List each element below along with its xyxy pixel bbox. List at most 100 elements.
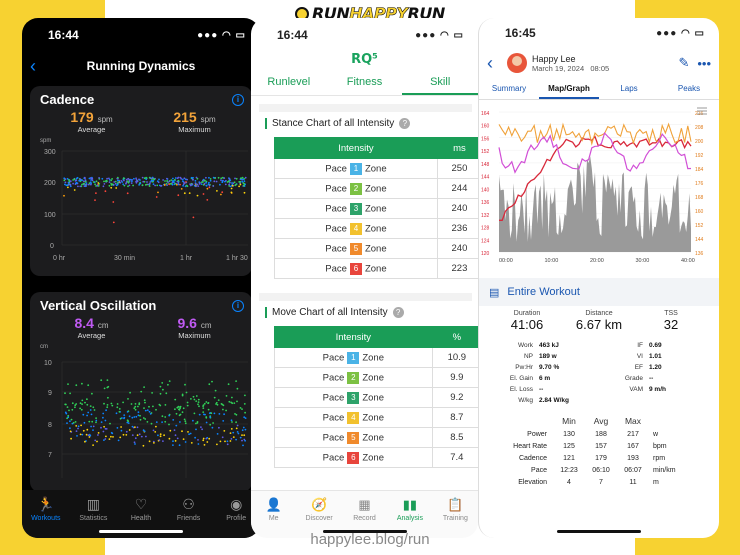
graph-right-tick: 152 [695, 223, 704, 229]
back-chevron-icon[interactable]: ‹ [30, 55, 36, 76]
vo-dot [128, 415, 131, 418]
vo-dot [97, 432, 100, 434]
tab-health[interactable]: ♡ Health [117, 496, 165, 538]
help-icon[interactable]: ? [392, 307, 404, 318]
vo-dot [179, 405, 182, 408]
tab-me[interactable]: 👤 Me [251, 497, 296, 538]
vo-dot [94, 439, 97, 442]
cadence-dot [131, 179, 133, 181]
vo-dot [110, 431, 113, 434]
zone-label: Zone [364, 203, 387, 215]
workout-header: ‹ Happy Lee March 19, 2024 08:05 ✎ ••• [479, 48, 719, 78]
vo-dot [207, 402, 210, 404]
cadence-dot [116, 182, 119, 185]
vo-dot [125, 430, 128, 433]
vo-dot [190, 398, 192, 400]
cadence-dot [192, 178, 195, 181]
vo-dot [211, 380, 213, 383]
cadence-dot [231, 184, 234, 187]
vo-dot [116, 406, 119, 409]
zone-cell: Pace 4 Zone [274, 218, 438, 239]
vo-dot [203, 413, 205, 416]
entire-workout-header[interactable]: ▤ Entire Workout [479, 278, 719, 306]
more-options-icon[interactable]: ••• [697, 55, 711, 71]
vo-dot [129, 391, 131, 394]
vo-dot [161, 382, 164, 384]
tab-analysis[interactable]: ▮▮ Analysis [387, 497, 432, 538]
tab-peaks[interactable]: Peaks [677, 84, 701, 93]
tab-workouts[interactable]: 🏃 Workouts [22, 496, 70, 538]
back-chevron-icon[interactable]: ‹ [487, 52, 493, 73]
vo-dot [100, 426, 102, 429]
tab-friends[interactable]: ⚇ Friends [165, 496, 213, 538]
graph-x-tick: 00:00 [499, 258, 513, 264]
vo-dot [92, 425, 95, 428]
vo-dot [243, 416, 246, 419]
metric-value: 9.70 % [539, 364, 560, 371]
tab-statistics[interactable]: ▥ Statistics [70, 496, 118, 538]
tab-discover[interactable]: 🧭 Discover [296, 497, 341, 538]
help-icon[interactable]: ? [399, 118, 411, 129]
zone-label: Zone [364, 183, 387, 195]
phone-workout-detail: 16:45 ●●● ◠ ▭ ‹ Happy Lee March 19, 2024… [478, 18, 719, 538]
tab-laps[interactable]: Laps [620, 84, 638, 93]
tab-summary[interactable]: Summary [491, 84, 527, 93]
footer-credit: happylee.blog/run [310, 531, 430, 548]
legend-menu-icon[interactable] [697, 107, 707, 115]
cadence-dot [154, 184, 156, 187]
cadence-dot [145, 178, 148, 181]
info-icon[interactable]: i [232, 300, 244, 312]
vo-dot [65, 412, 68, 415]
vo-dot [97, 434, 99, 436]
vo-dot [84, 401, 86, 404]
tab-profile[interactable]: ◉ Profile [212, 496, 260, 538]
metric-key: EF [634, 364, 643, 371]
tab-runlevel[interactable]: Runlevel [267, 76, 311, 88]
cadence-dot [179, 183, 181, 186]
graph-right-tick: 176 [695, 181, 704, 187]
vo-dot [174, 440, 177, 442]
vo-dot [81, 433, 84, 436]
vo-dot [189, 432, 192, 435]
tab-skill[interactable]: Skill [402, 72, 478, 95]
graph-left-tick: 124 [481, 238, 490, 244]
zone-cell: Pace 2 Zone [274, 367, 433, 388]
cadence-dot [244, 176, 247, 179]
vo-dot [178, 444, 181, 447]
cadence-dot [127, 185, 129, 188]
cadence-dot [205, 181, 208, 184]
vo-dot [149, 413, 152, 415]
vo-y-unit: cm [40, 344, 48, 350]
vo-dot [208, 383, 211, 386]
cadence-dot [221, 191, 224, 194]
cadence-dot [67, 186, 69, 189]
vo-dot [186, 404, 189, 407]
tab-training[interactable]: 📋 Training [433, 497, 478, 538]
vo-dot [106, 406, 109, 409]
vo-dot [184, 441, 187, 443]
graph-left-tick: 148 [481, 162, 490, 168]
vo-dot [155, 425, 157, 428]
workout-graph: 1641601561521481441401361321281241202162… [481, 107, 707, 264]
cadence-dot [213, 180, 216, 183]
tab-record[interactable]: ▦ Record [342, 497, 387, 538]
value-cell: 240 [436, 238, 478, 259]
tab-map-graph[interactable]: Map/Graph [539, 78, 599, 99]
cadence-dot [192, 216, 195, 219]
cadence-dot [181, 178, 184, 181]
edit-pencil-icon[interactable]: ✎ [678, 55, 690, 70]
table-row: Pace 6 Zone 223 [274, 258, 478, 279]
tab-fitness[interactable]: Fitness [346, 76, 383, 88]
vo-dot [179, 421, 181, 423]
avg-value: 188 [595, 430, 607, 438]
phone-running-dynamics: 16:44 ●●● ◠ ▭ ‹ Running Dynamics Cadence… [22, 18, 260, 538]
pace-label: Pace [325, 223, 347, 235]
vo-dot [79, 402, 82, 405]
cadence-dot [84, 179, 87, 182]
metric-key: Grade [624, 375, 643, 382]
vo-dot [95, 419, 98, 422]
zone-number-badge: 1 [349, 162, 362, 175]
info-icon[interactable]: i [232, 94, 244, 106]
cadence-dot [235, 177, 238, 180]
bar-chart-icon: ▥ [86, 496, 100, 512]
